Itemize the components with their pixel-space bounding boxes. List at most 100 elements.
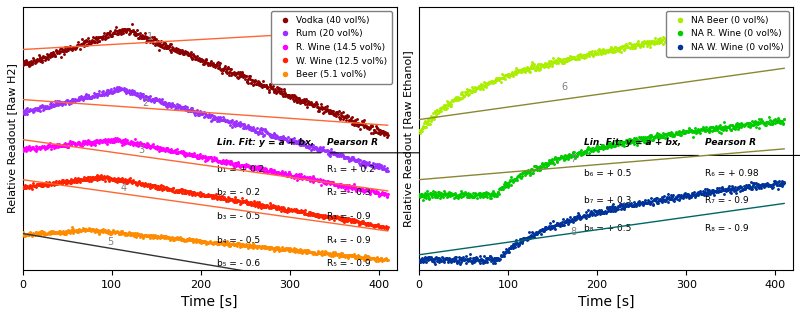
Point — [27, 58, 40, 63]
Point — [46, 51, 59, 56]
Point — [351, 219, 364, 224]
Point — [181, 189, 194, 194]
Point — [17, 110, 30, 115]
Point — [302, 211, 315, 216]
Point — [146, 96, 159, 101]
Point — [249, 78, 262, 83]
Point — [765, 184, 778, 189]
Point — [698, 27, 711, 32]
Point — [145, 38, 158, 43]
Point — [250, 245, 262, 250]
Point — [124, 231, 137, 236]
Point — [146, 34, 158, 39]
Point — [111, 139, 124, 144]
Point — [183, 53, 196, 58]
Point — [196, 58, 209, 63]
Point — [464, 259, 477, 264]
Point — [27, 145, 40, 150]
Point — [214, 240, 227, 245]
Point — [166, 234, 179, 240]
Point — [269, 135, 282, 140]
Point — [574, 216, 586, 222]
Point — [219, 158, 232, 163]
Point — [304, 175, 317, 180]
Point — [41, 231, 54, 236]
Point — [646, 39, 658, 44]
Point — [503, 246, 516, 251]
Point — [562, 155, 575, 160]
Point — [446, 97, 458, 102]
Point — [278, 170, 290, 175]
Point — [154, 42, 167, 47]
Point — [746, 119, 758, 124]
Point — [521, 170, 534, 175]
Point — [119, 178, 132, 183]
Point — [430, 258, 443, 263]
Point — [66, 48, 78, 53]
Point — [450, 259, 463, 264]
Point — [202, 61, 215, 66]
Point — [575, 216, 588, 221]
Point — [82, 175, 94, 180]
Point — [58, 143, 70, 148]
Point — [256, 130, 269, 135]
Point — [55, 103, 68, 108]
Point — [171, 150, 184, 155]
Point — [436, 254, 449, 259]
Point — [74, 228, 87, 234]
Point — [266, 169, 278, 174]
Point — [178, 239, 190, 244]
Point — [481, 80, 494, 85]
Point — [126, 232, 138, 237]
Point — [378, 225, 390, 230]
Point — [286, 139, 298, 144]
Point — [178, 237, 191, 242]
Point — [204, 154, 217, 159]
Point — [329, 182, 342, 187]
Point — [486, 80, 498, 85]
Point — [58, 47, 71, 52]
Point — [583, 150, 596, 155]
Point — [586, 145, 598, 150]
Point — [310, 212, 323, 217]
Point — [254, 245, 267, 250]
Point — [51, 143, 64, 148]
Point — [97, 92, 110, 97]
Point — [295, 171, 308, 176]
Point — [184, 152, 197, 157]
Point — [352, 253, 365, 258]
Point — [282, 247, 294, 252]
Point — [270, 246, 283, 251]
Point — [189, 192, 202, 197]
Point — [124, 92, 137, 97]
Point — [201, 60, 214, 65]
Point — [360, 222, 373, 228]
Point — [358, 161, 370, 166]
Point — [547, 161, 560, 166]
Point — [575, 52, 588, 57]
Point — [133, 36, 146, 41]
Point — [282, 246, 294, 251]
Point — [452, 255, 465, 260]
Point — [247, 243, 260, 248]
Point — [93, 38, 106, 43]
Point — [774, 21, 787, 26]
Point — [117, 179, 130, 184]
Point — [78, 138, 91, 143]
Point — [488, 256, 501, 261]
Point — [47, 230, 60, 235]
Point — [733, 185, 746, 190]
Point — [17, 232, 30, 237]
Point — [710, 124, 722, 129]
Point — [23, 108, 36, 113]
Point — [297, 174, 310, 179]
Point — [604, 141, 617, 146]
Point — [108, 89, 121, 94]
Point — [102, 137, 114, 142]
Point — [538, 61, 551, 66]
Point — [591, 208, 604, 213]
Point — [583, 50, 596, 55]
Point — [267, 246, 280, 252]
Point — [616, 203, 629, 208]
Point — [651, 39, 664, 44]
